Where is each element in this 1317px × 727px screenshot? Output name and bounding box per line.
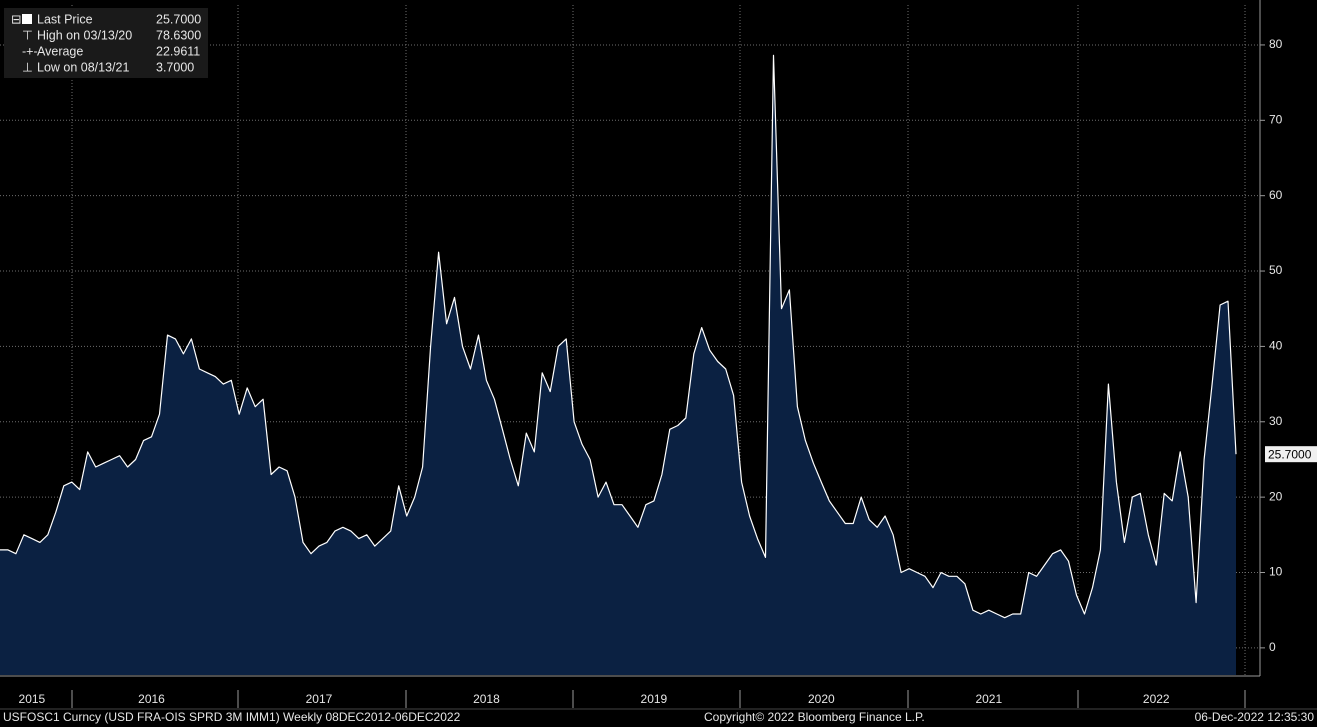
last-value-label: 25.7000 [1268, 447, 1312, 461]
legend-icon: -+- [22, 44, 38, 58]
x-tick-label: 2016 [138, 692, 165, 706]
legend-value: 25.7000 [156, 12, 201, 26]
legend-value: 22.9611 [156, 44, 200, 58]
y-tick-label: 0 [1269, 640, 1276, 654]
legend-box [4, 8, 208, 78]
legend: ⊟ ⊤ -+- ⊥ Last Price 25.7000 High on 03/… [4, 8, 208, 78]
legend-label: High on 03/13/20 [37, 28, 132, 42]
chart-title: USFOSC1 Curncy (USD FRA-OIS SPRD 3M IMM1… [3, 710, 461, 724]
line [0, 54, 1237, 619]
legend-label: Low on 08/13/21 [37, 60, 129, 74]
y-tick-label: 80 [1269, 37, 1283, 51]
last-value-tag [1265, 446, 1317, 463]
x-tick-label: 2015 [19, 692, 46, 706]
y-tick-label: 60 [1269, 188, 1283, 202]
x-tick-label: 2020 [808, 692, 835, 706]
copyright: Copyright© 2022 Bloomberg Finance L.P. [704, 710, 925, 724]
timestamp: 06-Dec-2022 12:35:30 [1195, 710, 1315, 724]
legend-value: 3.7000 [156, 60, 194, 74]
y-tick-label: 20 [1269, 489, 1283, 503]
legend-label: Last Price [37, 12, 93, 26]
legend-icon: ⊥ [22, 60, 33, 74]
area [0, 55, 1236, 676]
x-tick-label: 2017 [306, 692, 333, 706]
x-tick-label: 2019 [641, 692, 668, 706]
legend-swatch [22, 14, 32, 24]
legend-icon: ⊤ [22, 28, 33, 42]
x-tick-label: 2022 [1143, 692, 1170, 706]
y-tick-label: 70 [1269, 112, 1283, 126]
legend-icon: ⊟ [11, 12, 21, 26]
y-tick-label: 50 [1269, 263, 1283, 277]
y-tick-label: 40 [1269, 339, 1283, 353]
plot-area [0, 5, 1260, 676]
legend-label: Average [37, 44, 83, 58]
x-tick-label: 2021 [975, 692, 1002, 706]
y-tick-label: 30 [1269, 414, 1283, 428]
legend-value: 78.6300 [156, 28, 201, 42]
y-tick-label: 10 [1269, 565, 1283, 579]
x-tick-label: 2018 [473, 692, 500, 706]
